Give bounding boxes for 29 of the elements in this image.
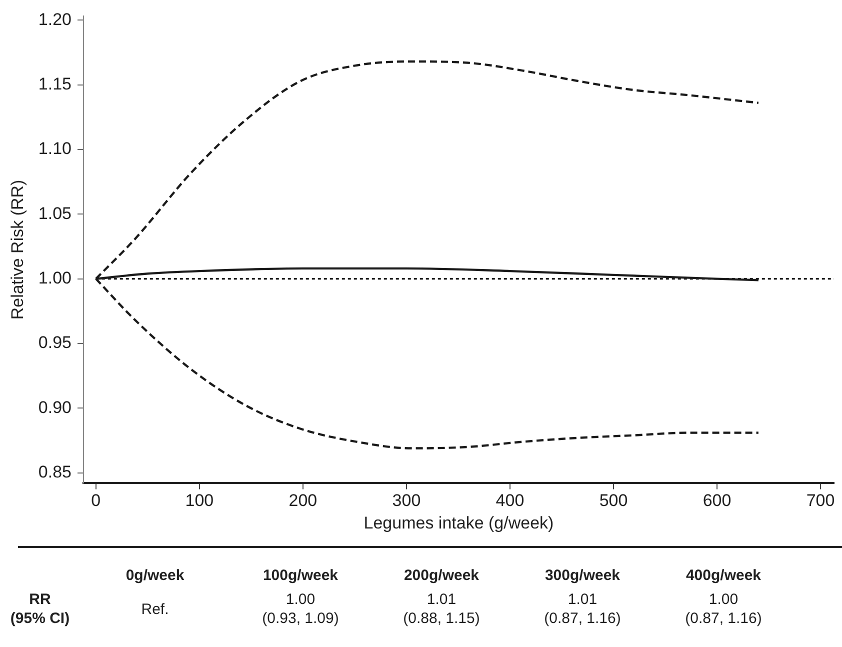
text: 200g/week: [402, 566, 480, 586]
y-tick-label: 0.95: [38, 333, 72, 352]
y-axis-title: Relative Risk (RR): [8, 180, 27, 320]
x-tick-label: 0: [91, 491, 101, 510]
x-tick-label: 100: [185, 491, 214, 510]
text: 1.01 (0.87, 1.16): [543, 590, 622, 628]
y-tick-label: 0.90: [38, 398, 72, 417]
text: Ref.: [140, 600, 170, 620]
text: 0g/week: [124, 566, 186, 586]
y-tick-label: 0.85: [38, 462, 72, 482]
y-tick-label: 1.10: [38, 139, 72, 158]
y-tick-label: 1.05: [38, 204, 72, 223]
text: 100g/week: [262, 566, 340, 586]
text: 400g/week: [684, 566, 762, 586]
x-tick-label: 400: [496, 491, 524, 510]
x-tick-label: 700: [806, 491, 835, 510]
y-tick-label: 1.15: [38, 74, 72, 94]
text: 300g/week: [544, 566, 622, 586]
x-tick-label: 300: [392, 491, 421, 510]
y-tick-label: 1.20: [38, 10, 72, 29]
x-tick-label: 600: [702, 491, 732, 510]
text: 1.00 (0.87, 1.16): [684, 590, 763, 628]
text: 1.01 (0.88, 1.15): [402, 590, 481, 628]
text: RR (95% CI): [9, 590, 71, 628]
text: 1.00 (0.93, 1.09): [261, 590, 340, 628]
x-axis-title: Legumes intake (g/week): [364, 513, 554, 532]
x-tick-label: 500: [599, 491, 628, 510]
y-tick-label: 1.00: [38, 268, 72, 288]
x-tick-label: 200: [288, 491, 318, 510]
